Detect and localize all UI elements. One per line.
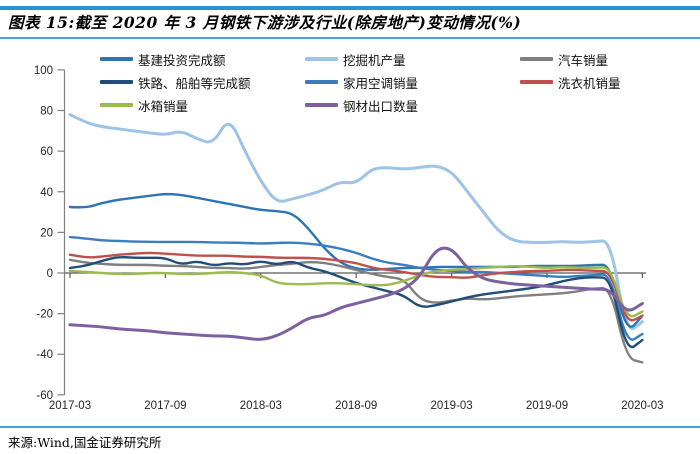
legend-item-excavator-output: 挖掘机产量 [305, 52, 406, 68]
series-line-steel-exports [68, 246, 644, 341]
legend-label: 钢材出口数量 [343, 98, 419, 114]
y-tick-label: 40 [40, 187, 53, 199]
top-divider [0, 6, 700, 10]
legend-item-infrastructure-investment: 基建投资完成额 [100, 52, 226, 68]
series-line-fridge-sales [68, 264, 644, 318]
legend-item-railway-ship-investment: 铁路、船舶等完成额 [100, 75, 251, 91]
legend-swatch-steel-exports [305, 103, 338, 107]
legend-item-steel-exports: 钢材出口数量 [305, 98, 419, 114]
x-tick-label: 2019-03 [430, 400, 472, 412]
x-tick-label: 2018-09 [335, 400, 377, 412]
legend-label: 挖掘机产量 [343, 52, 406, 68]
legend-swatch-fridge-sales [100, 103, 133, 107]
x-tick-label: 2017-03 [49, 400, 91, 412]
series-line-excavator-output [68, 113, 644, 331]
y-tick-label: -40 [36, 349, 53, 361]
legend-label: 基建投资完成额 [138, 52, 226, 68]
legend-swatch-auto-sales [520, 57, 553, 61]
series-line-washer-sales [68, 251, 644, 322]
x-tick-label: 2020-03 [621, 400, 663, 412]
legend-label: 铁路、船舶等完成额 [138, 75, 251, 91]
legend-label: 汽车销量 [558, 52, 609, 68]
series-line-ac-sales [68, 235, 644, 341]
source-note: 来源:Wind,国金证券研究所 [8, 435, 162, 450]
x-tick-label: 2018-03 [240, 400, 282, 412]
x-tick-label: 2019-09 [526, 400, 568, 412]
series-line-auto-sales [68, 258, 644, 364]
chart-legend: 基建投资完成额 挖掘机产量 汽车销量铁路、船舶等完成额 家用空调销量 洗衣机销量冰箱销量… [0, 0, 700, 130]
figure-title: 图表 15:截至 2020 年 3 月钢铁下游涉及行业(除房地产)变动情况(%) [8, 13, 522, 32]
legend-swatch-excavator-output [305, 57, 338, 61]
title-divider [0, 37, 700, 39]
legend-swatch-railway-ship-investment [100, 80, 133, 84]
legend-item-ac-sales: 家用空调销量 [305, 75, 419, 91]
legend-label: 冰箱销量 [138, 98, 189, 114]
legend-item-fridge-sales: 冰箱销量 [100, 98, 189, 114]
legend-item-auto-sales: 汽车销量 [520, 52, 609, 68]
y-tick-label: 0 [47, 268, 53, 280]
y-tick-label: 60 [40, 146, 53, 158]
y-tick-label: 100 [34, 65, 53, 77]
y-tick-label: -60 [36, 390, 53, 402]
series-line-infrastructure-investment [68, 192, 644, 328]
y-tick-label: 80 [40, 106, 53, 118]
legend-swatch-ac-sales [305, 80, 338, 84]
x-tick-label: 2017-09 [144, 400, 186, 412]
legend-swatch-infrastructure-investment [100, 57, 133, 61]
bottom-divider [0, 426, 700, 428]
legend-label: 洗衣机销量 [558, 75, 621, 91]
legend-swatch-washer-sales [520, 80, 553, 84]
y-tick-label: 20 [40, 227, 53, 239]
y-tick-label: -20 [36, 309, 53, 321]
legend-label: 家用空调销量 [343, 75, 419, 91]
legend-item-washer-sales: 洗衣机销量 [520, 75, 621, 91]
